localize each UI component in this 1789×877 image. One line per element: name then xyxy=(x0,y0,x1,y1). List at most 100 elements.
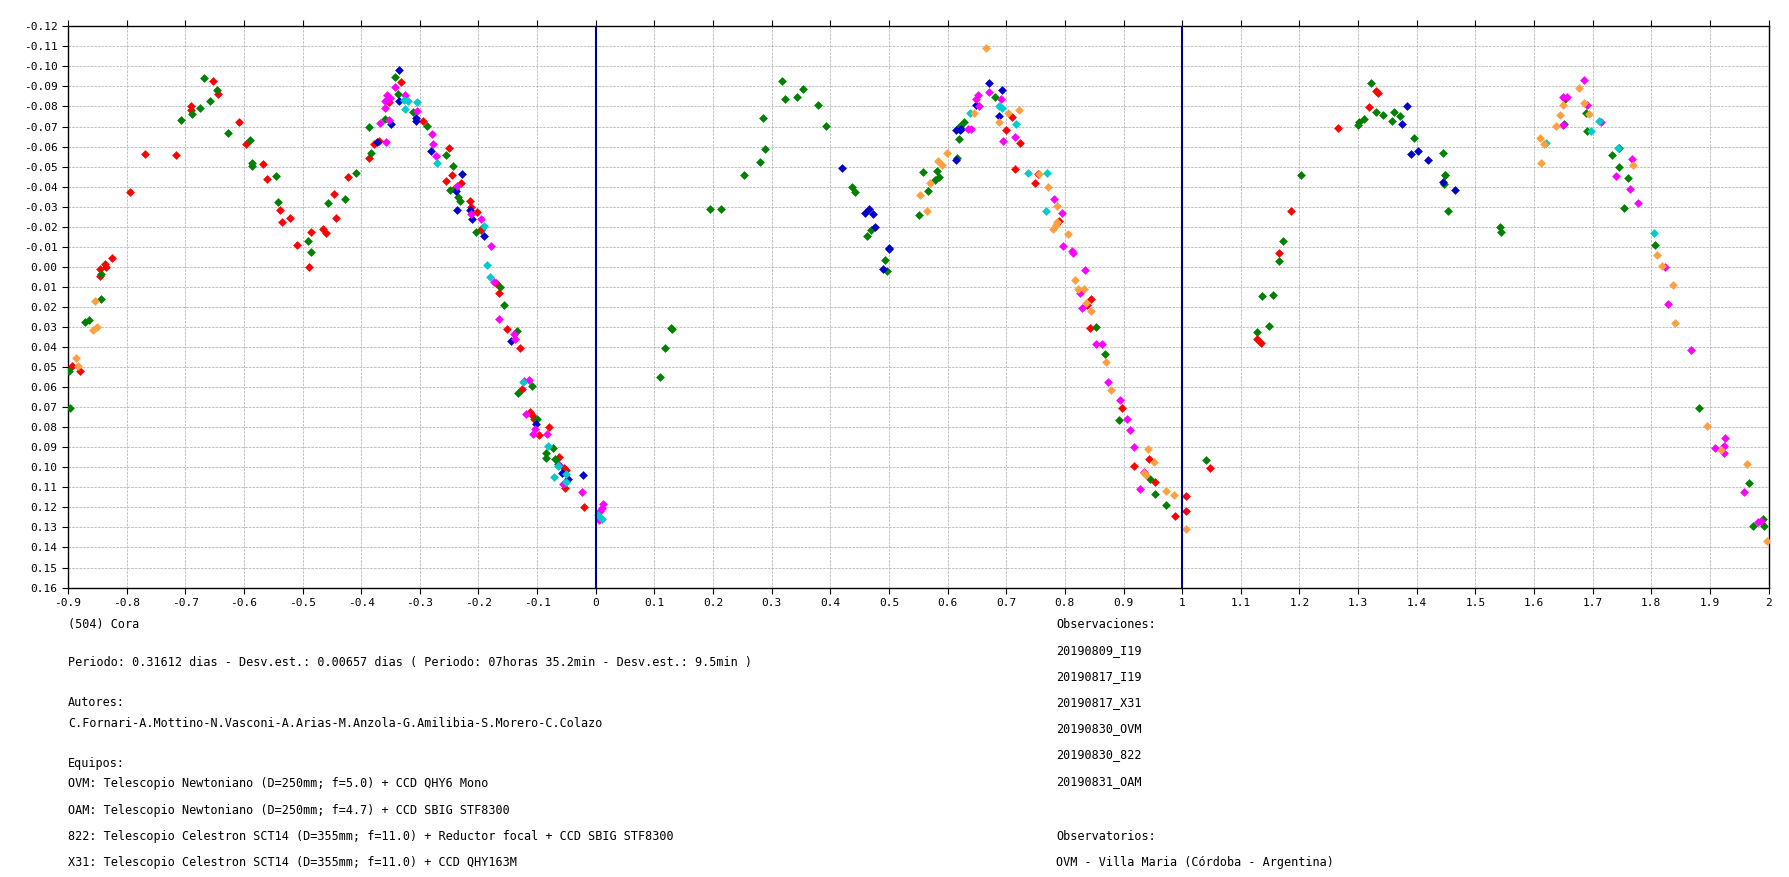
Point xyxy=(485,286,513,300)
Point xyxy=(91,260,120,275)
Point xyxy=(771,91,800,105)
Point xyxy=(1573,98,1601,112)
Point xyxy=(420,149,449,163)
Point xyxy=(1344,118,1372,132)
Point xyxy=(1038,222,1066,236)
Point xyxy=(335,170,363,184)
Point xyxy=(873,264,902,278)
Point xyxy=(224,115,252,129)
Point xyxy=(1614,182,1642,196)
Point xyxy=(385,94,413,108)
Point xyxy=(1088,337,1116,351)
Point xyxy=(63,351,91,365)
Point xyxy=(1242,325,1270,339)
Point xyxy=(707,202,735,216)
Point xyxy=(1530,137,1558,151)
Point xyxy=(467,221,496,235)
Point xyxy=(199,75,227,89)
Point xyxy=(871,253,900,267)
Point xyxy=(861,220,889,234)
Point xyxy=(66,364,95,378)
Point xyxy=(399,104,428,118)
Text: Autores:: Autores: xyxy=(68,696,125,709)
Point xyxy=(567,468,596,482)
Point xyxy=(1603,141,1632,155)
Point xyxy=(465,212,494,226)
Point xyxy=(195,95,224,109)
Point xyxy=(1708,439,1737,453)
Point xyxy=(1737,519,1766,533)
Point xyxy=(177,98,206,112)
Point xyxy=(1072,296,1100,310)
Point xyxy=(547,466,576,480)
Point xyxy=(810,118,839,132)
Point xyxy=(907,166,936,180)
Point xyxy=(1172,504,1200,518)
Point xyxy=(1115,424,1143,438)
Text: OAM: Telescopio Newtoniano (D=250mm; f=4.7) + CCD SBIG STF8300: OAM: Telescopio Newtoniano (D=250mm; f=4… xyxy=(68,803,510,816)
Point xyxy=(374,112,403,126)
Point xyxy=(1605,140,1633,154)
Point xyxy=(444,203,472,217)
Point xyxy=(927,158,955,172)
Point xyxy=(521,422,549,436)
Point xyxy=(456,207,485,221)
Point xyxy=(1172,489,1200,503)
Point xyxy=(1014,166,1043,180)
Point xyxy=(567,485,596,499)
Point xyxy=(1549,92,1578,106)
Point xyxy=(962,88,991,102)
Point xyxy=(311,226,340,240)
Point xyxy=(471,229,499,243)
Point xyxy=(401,111,429,125)
Point xyxy=(447,167,476,181)
Point xyxy=(440,182,469,196)
Point xyxy=(370,112,399,126)
Point xyxy=(392,102,420,116)
Point xyxy=(276,211,304,225)
Point xyxy=(920,173,948,187)
Point xyxy=(1159,509,1188,523)
Point xyxy=(297,225,326,239)
Point xyxy=(1276,203,1304,217)
Point xyxy=(657,321,685,335)
Point xyxy=(1023,168,1052,182)
Point xyxy=(1195,461,1224,475)
Point xyxy=(1247,289,1276,303)
Point xyxy=(517,379,546,393)
Point xyxy=(961,92,989,106)
Point xyxy=(1005,136,1034,150)
Point xyxy=(388,93,417,107)
Point xyxy=(914,184,943,198)
Point xyxy=(419,127,447,141)
Point xyxy=(855,223,884,237)
Point xyxy=(1090,346,1118,360)
Point xyxy=(1540,118,1569,132)
Point xyxy=(837,180,866,194)
Point xyxy=(1020,176,1048,190)
Point xyxy=(1596,148,1624,162)
Point xyxy=(263,195,292,209)
Point xyxy=(1544,108,1573,122)
Point xyxy=(750,111,778,125)
Point xyxy=(1095,383,1123,397)
Point xyxy=(354,119,383,133)
Point xyxy=(445,194,474,208)
Point xyxy=(1732,457,1760,471)
Point xyxy=(984,99,1013,113)
Point xyxy=(1070,263,1098,277)
Point xyxy=(252,173,281,187)
Point xyxy=(585,504,614,518)
Point xyxy=(1070,282,1098,296)
Point xyxy=(1134,452,1163,466)
Point xyxy=(204,87,233,101)
Point xyxy=(988,83,1016,97)
Point xyxy=(1113,411,1141,425)
Point xyxy=(469,219,497,233)
Point xyxy=(1707,443,1735,457)
Point xyxy=(515,374,544,388)
Point xyxy=(437,168,465,182)
Point xyxy=(988,102,1016,116)
Point xyxy=(971,41,1000,55)
Point xyxy=(925,170,954,184)
